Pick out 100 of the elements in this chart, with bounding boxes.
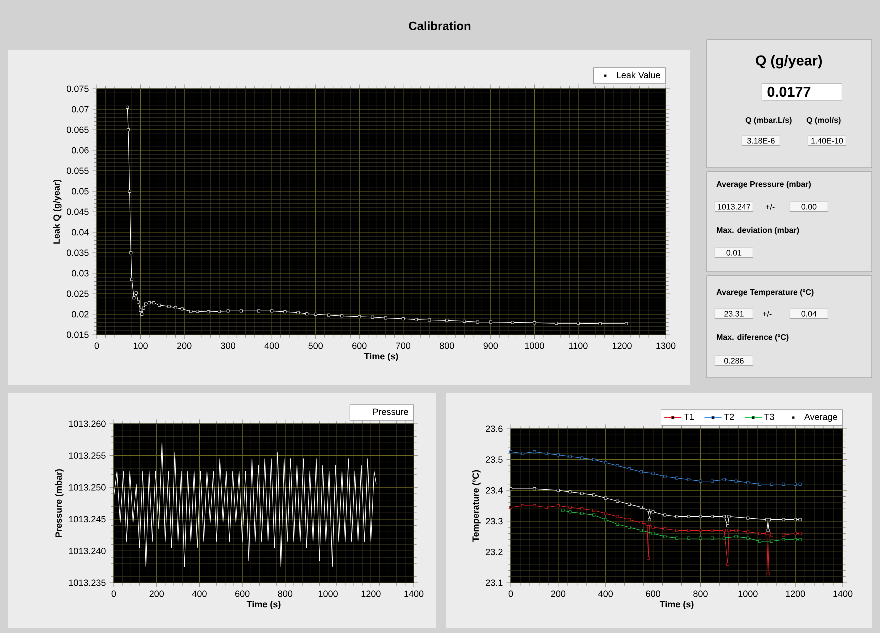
point bbox=[782, 534, 786, 537]
y-tick-label: 23.4 bbox=[486, 487, 503, 494]
y-tick-label: 0.065 bbox=[67, 126, 89, 134]
x-tick-label: 700 bbox=[396, 342, 411, 350]
point bbox=[640, 521, 643, 524]
point bbox=[533, 450, 536, 454]
point bbox=[722, 529, 726, 532]
y-tick-label: 0.06 bbox=[72, 147, 89, 154]
point bbox=[126, 106, 130, 109]
point bbox=[782, 482, 786, 486]
point bbox=[616, 464, 620, 468]
point bbox=[640, 529, 643, 532]
point bbox=[580, 512, 584, 516]
text: 0.00 bbox=[802, 204, 817, 210]
point bbox=[766, 529, 770, 532]
point bbox=[142, 306, 146, 310]
point bbox=[711, 480, 714, 483]
text: +/- bbox=[766, 204, 775, 210]
y-tick-label: 1013.250 bbox=[69, 484, 106, 491]
point bbox=[728, 529, 731, 532]
point bbox=[794, 538, 798, 542]
text: 1.40E-10 bbox=[812, 138, 844, 144]
point bbox=[510, 450, 513, 454]
point bbox=[798, 538, 802, 542]
point bbox=[139, 308, 142, 312]
point bbox=[728, 515, 731, 518]
point bbox=[358, 315, 362, 318]
point bbox=[722, 515, 726, 518]
point bbox=[647, 556, 650, 560]
point bbox=[196, 310, 200, 314]
text: Pressure bbox=[374, 408, 408, 416]
point bbox=[687, 478, 690, 482]
point bbox=[794, 532, 798, 536]
point bbox=[722, 536, 726, 540]
point bbox=[652, 472, 655, 476]
x-tick-label: 800 bbox=[278, 590, 293, 598]
point bbox=[664, 528, 667, 531]
point bbox=[592, 514, 596, 517]
point bbox=[510, 506, 513, 510]
y-tick-label: 23.3 bbox=[486, 518, 503, 525]
point bbox=[758, 482, 762, 486]
point bbox=[711, 529, 714, 532]
y-tick-label: 0.04 bbox=[72, 229, 89, 236]
point bbox=[521, 452, 524, 456]
x-tick-label: 1000 bbox=[525, 342, 544, 350]
x-tick-label: 500 bbox=[308, 342, 324, 350]
text: 23.31 bbox=[724, 311, 744, 317]
x-tick-label: 800 bbox=[694, 590, 708, 598]
point bbox=[148, 302, 152, 305]
point bbox=[128, 190, 132, 193]
point bbox=[734, 529, 738, 532]
point bbox=[556, 489, 560, 492]
point bbox=[137, 300, 140, 304]
point bbox=[734, 535, 738, 538]
point bbox=[511, 321, 514, 324]
point bbox=[327, 314, 330, 317]
y-tick-label: 0.025 bbox=[67, 290, 89, 298]
point bbox=[640, 506, 643, 510]
point bbox=[604, 518, 608, 522]
point bbox=[489, 320, 492, 324]
x-tick-label: 600 bbox=[352, 342, 367, 350]
point bbox=[798, 518, 802, 522]
x-tick-label: 800 bbox=[440, 342, 454, 350]
chart-title: Calibration bbox=[409, 22, 471, 30]
point bbox=[722, 478, 726, 482]
point bbox=[734, 480, 738, 483]
text: Q (g/year) bbox=[756, 55, 822, 69]
x-tick-label: 0 bbox=[508, 590, 514, 598]
point bbox=[415, 318, 418, 322]
point bbox=[770, 540, 774, 543]
point bbox=[132, 296, 136, 300]
point bbox=[180, 308, 184, 311]
point bbox=[625, 322, 628, 326]
point bbox=[616, 500, 620, 503]
point bbox=[545, 452, 548, 456]
point bbox=[664, 535, 667, 538]
text: Average Pressure (mbar) bbox=[716, 181, 811, 189]
x-tick-label: 100 bbox=[134, 342, 148, 350]
point bbox=[580, 508, 584, 511]
point bbox=[556, 454, 560, 457]
legend-label: T3 bbox=[764, 414, 774, 420]
point bbox=[604, 461, 608, 464]
point bbox=[676, 536, 679, 540]
point bbox=[676, 515, 679, 518]
x-tick-label: 1000 bbox=[738, 590, 758, 598]
y-axis-title: Pressure (mbar) bbox=[55, 469, 64, 538]
x-axis-title: Time (s) bbox=[660, 601, 694, 610]
y-tick-label: 1013.240 bbox=[69, 548, 106, 554]
point bbox=[130, 278, 134, 282]
point bbox=[556, 504, 560, 508]
point bbox=[371, 316, 374, 319]
text: +/- bbox=[762, 311, 772, 317]
point bbox=[580, 492, 584, 496]
point bbox=[592, 509, 596, 512]
point bbox=[134, 292, 138, 295]
y-tick-label: 0.03 bbox=[72, 270, 89, 277]
point bbox=[140, 313, 144, 316]
x-axis-title: Time (s) bbox=[246, 601, 281, 610]
x-tick-label: 1300 bbox=[656, 342, 676, 350]
point bbox=[628, 526, 632, 530]
